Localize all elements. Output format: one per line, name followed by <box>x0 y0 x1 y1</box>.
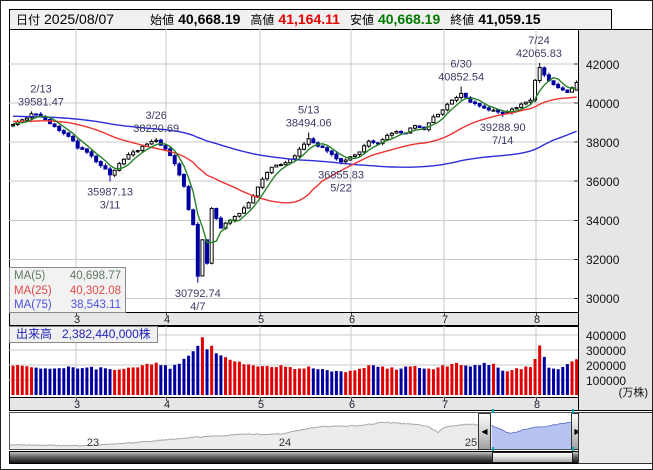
chart-annotation: 3/11 <box>100 199 121 211</box>
date-value: 2025/08/07 <box>44 11 115 27</box>
candlestick-chart-panel <box>9 29 579 313</box>
price-axis-label: 40000 <box>586 97 620 112</box>
range-marker <box>492 409 494 413</box>
volume-axis-label: 400000 <box>586 329 627 343</box>
chart-annotation: 4/7 <box>190 301 205 313</box>
chart-annotation: 5/22 <box>330 183 351 195</box>
price-axis-label: 32000 <box>586 253 620 268</box>
ma5-value: 40,698.77 <box>69 270 121 282</box>
volume-label: 出来高 <box>16 327 53 341</box>
volume-axis-label: 300000 <box>586 344 627 358</box>
volume-axis-unit: (万株) <box>618 387 648 399</box>
chart-annotation: 38220.69 <box>133 123 179 135</box>
month-axis-label: 4 <box>163 399 171 411</box>
price-axis-column: 42000 40000 38000 36000 34000 32000 30000 40000… <box>578 29 652 411</box>
chart-annotation: 39288.90 <box>480 122 526 134</box>
month-axis-label: 7 <box>441 314 449 326</box>
chart-annotation: 30792.74 <box>175 288 221 300</box>
month-tick <box>351 398 352 401</box>
bottom-right-filler-panel <box>578 412 652 464</box>
ma5-row: MA(5) 40,698.77 <box>14 269 121 284</box>
low-value: 40,668.19 <box>377 11 441 27</box>
main-month-axis: 3 4 5 6 7 8 <box>9 312 579 326</box>
month-axis-label: 6 <box>348 399 356 411</box>
month-tick <box>260 398 261 401</box>
volume-axis-label: 200000 <box>586 359 627 373</box>
range-scrollbar-track[interactable] <box>9 451 579 464</box>
month-axis-label: 4 <box>163 314 171 326</box>
month-tick <box>260 313 261 316</box>
low-label: 安値 <box>349 13 374 27</box>
chart-annotation: 40852.54 <box>438 72 484 84</box>
month-tick <box>76 313 77 316</box>
range-marker <box>572 447 574 451</box>
month-axis-label: 7 <box>441 399 449 411</box>
chart-annotation: 2/13 <box>30 83 51 95</box>
range-scrollbar-thumb[interactable] <box>492 452 573 463</box>
navigator-year-label: 25 <box>465 437 477 449</box>
open-value: 40,668.19 <box>178 11 241 27</box>
ma25-value: 40,302.08 <box>69 284 121 297</box>
month-tick <box>444 313 445 316</box>
high-value: 41,164.11 <box>278 11 340 27</box>
date-label: 日付 <box>16 13 41 27</box>
month-tick <box>351 313 352 316</box>
month-tick <box>444 398 445 401</box>
ma75-label: MA(75) <box>14 299 52 311</box>
navigator-left-arrow-button[interactable]: ◀ <box>478 413 491 450</box>
volume-header-box: 出来高 2,382,440,000株 <box>9 326 158 343</box>
ma25-row: MA(25) 40,302.08 <box>14 284 121 299</box>
chart-annotation: 3/26 <box>146 110 167 122</box>
month-tick <box>536 398 537 401</box>
price-axis-label: 36000 <box>586 175 620 190</box>
navigator-chart: 23 24 25 <box>9 421 573 449</box>
right-triangle-icon: ▶ <box>574 427 580 436</box>
close-label: 終値 <box>450 13 475 27</box>
ma75-row: MA(75) 38,543.11 <box>14 298 121 313</box>
month-axis-label: 3 <box>73 314 81 326</box>
range-marker <box>572 409 574 413</box>
ma25-label: MA(25) <box>14 284 52 297</box>
price-axis-label: 30000 <box>586 292 620 307</box>
month-axis-label: 6 <box>348 314 356 326</box>
ma-legend-box: MA(5) 40,698.77 MA(25) 40,302.08 MA(75) 38,… <box>9 267 126 313</box>
month-axis-label: 5 <box>257 399 265 411</box>
open-label: 始値 <box>150 13 175 27</box>
chart-annotation: 5/13 <box>298 105 319 117</box>
chart-annotation: 38494.06 <box>286 118 332 130</box>
month-tick <box>76 398 77 401</box>
price-axis-label: 42000 <box>586 58 620 73</box>
navigator-year-label: 24 <box>279 437 291 449</box>
ma5-label: MA(5) <box>14 270 46 282</box>
chart-annotation: 36855.83 <box>318 170 364 182</box>
volume-chart <box>9 326 579 398</box>
chart-annotation: 35987.13 <box>87 186 133 198</box>
navigator-year-label: 23 <box>87 437 99 449</box>
month-axis-label: 3 <box>73 399 81 411</box>
ma75-value: 38,543.11 <box>70 299 121 311</box>
month-tick <box>536 313 537 316</box>
month-tick <box>166 313 167 316</box>
chart-annotation: 7/14 <box>492 135 513 147</box>
high-label: 高値 <box>250 13 275 27</box>
chart-annotation: 6/30 <box>450 59 471 71</box>
price-axis-label: 34000 <box>586 214 620 229</box>
chart-annotation: 39581.47 <box>18 96 64 108</box>
price-axis-label: 38000 <box>586 136 620 151</box>
chart-annotation: 7/24 <box>528 35 549 47</box>
month-axis-label: 8 <box>533 314 541 326</box>
ohlc-header-bar: 日付 2025/08/07 始値 40,668.19 高値 41,164.11 安値 4… <box>9 9 612 30</box>
month-tick <box>166 398 167 401</box>
volume-value: 2,382,440,000株 <box>62 327 151 341</box>
volume-axis-label: 100000 <box>586 374 627 388</box>
close-value: 41,059.15 <box>478 11 541 27</box>
left-triangle-icon: ◀ <box>481 426 488 436</box>
range-marker <box>492 447 494 451</box>
chart-annotation: 42065.83 <box>516 48 562 60</box>
month-axis-label: 8 <box>533 399 541 411</box>
month-axis-label: 5 <box>257 314 265 326</box>
